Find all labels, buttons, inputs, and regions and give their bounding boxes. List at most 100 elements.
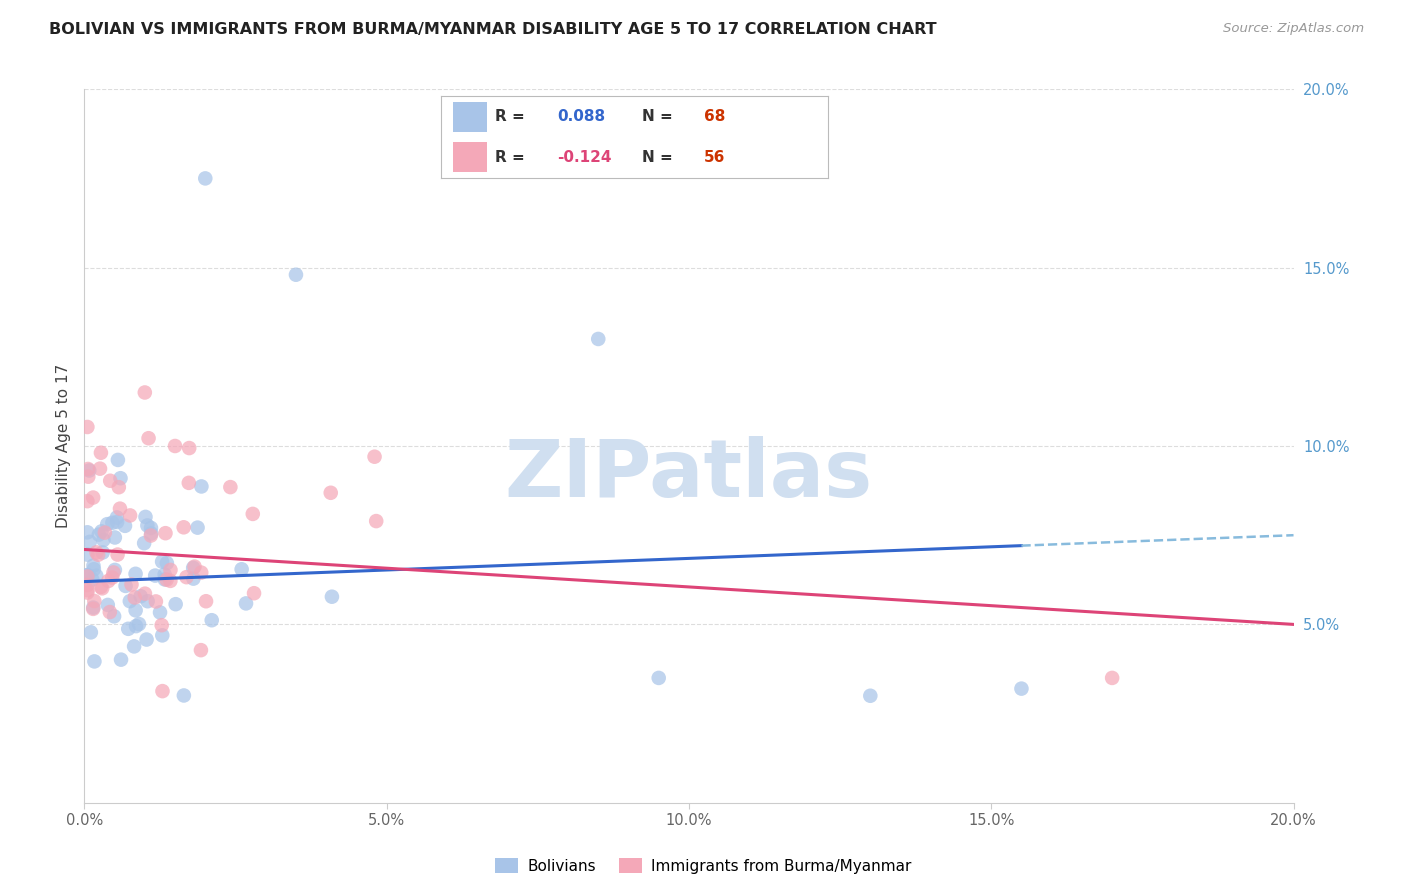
Point (79, 534, 101, 549)
Point (588, 332, 610, 346)
Point (134, 385, 156, 400)
Point (648, 671, 671, 685)
Point (150, 555, 173, 569)
Point (77, 469, 100, 483)
Point (76, 583, 98, 598)
Point (859, 689, 882, 703)
Point (93, 533, 115, 547)
Point (176, 570, 198, 584)
Point (136, 594, 159, 608)
Text: Source: ZipAtlas.com: Source: ZipAtlas.com (1223, 22, 1364, 36)
Point (366, 514, 388, 528)
Point (82, 573, 104, 587)
Point (105, 515, 128, 529)
Point (173, 520, 195, 534)
Point (190, 566, 212, 580)
Point (108, 480, 131, 494)
Point (107, 548, 129, 562)
Point (153, 573, 176, 587)
Point (124, 591, 146, 605)
Point (76, 420, 98, 434)
Point (110, 653, 132, 667)
Point (134, 587, 156, 601)
Point (156, 573, 179, 587)
Point (76, 568, 98, 582)
Point (1011, 681, 1033, 696)
Point (76, 585, 98, 599)
Point (183, 559, 205, 574)
Point (129, 589, 152, 603)
Point (104, 563, 127, 577)
Point (103, 609, 125, 624)
Point (156, 556, 179, 570)
Point (177, 475, 200, 490)
Text: ZIPatlas: ZIPatlas (505, 435, 873, 514)
Point (134, 509, 156, 524)
Point (94, 525, 117, 540)
Point (82, 600, 104, 615)
Point (149, 606, 172, 620)
Point (173, 689, 195, 703)
Point (97, 574, 120, 588)
Point (145, 594, 167, 608)
Point (76, 494, 98, 508)
Point (83, 654, 105, 668)
Point (83, 562, 105, 576)
Point (363, 450, 385, 464)
Point (98, 605, 121, 619)
Point (128, 617, 150, 632)
Point (76, 525, 98, 540)
Point (150, 618, 173, 632)
Point (121, 577, 143, 591)
Point (1101, 671, 1123, 685)
Point (101, 516, 124, 530)
Point (183, 572, 205, 586)
Point (159, 563, 181, 577)
Point (91, 545, 114, 559)
Point (82, 602, 104, 616)
Point (141, 526, 163, 541)
Point (117, 622, 139, 636)
Point (321, 590, 343, 604)
Point (110, 471, 132, 485)
Point (77, 463, 100, 477)
Point (179, 441, 201, 455)
Point (82, 558, 104, 573)
Point (190, 643, 212, 657)
Point (135, 632, 157, 647)
Point (91, 582, 114, 596)
Point (243, 586, 266, 600)
Point (76, 578, 98, 592)
Point (150, 628, 173, 642)
Point (165, 597, 187, 611)
Point (138, 431, 160, 445)
Point (82, 491, 104, 505)
Point (105, 510, 128, 524)
Point (124, 603, 146, 617)
Point (90, 580, 112, 594)
Text: BOLIVIAN VS IMMIGRANTS FROM BURMA/MYANMAR DISABILITY AGE 5 TO 17 CORRELATION CHA: BOLIVIAN VS IMMIGRANTS FROM BURMA/MYANMA… (49, 22, 936, 37)
Y-axis label: Disability Age 5 to 17: Disability Age 5 to 17 (56, 364, 72, 528)
Point (231, 562, 253, 576)
Point (87, 527, 110, 541)
Point (181, 561, 204, 575)
Point (125, 619, 148, 633)
Point (96, 517, 118, 532)
Point (97, 598, 120, 612)
Point (136, 518, 159, 533)
Point (235, 596, 257, 610)
Point (107, 453, 129, 467)
Point (285, 268, 308, 282)
Point (86, 568, 108, 582)
Point (103, 566, 125, 580)
Point (153, 567, 176, 582)
Point (195, 594, 218, 608)
Point (155, 526, 177, 541)
Point (120, 508, 142, 523)
Point (165, 439, 187, 453)
Point (76, 568, 98, 582)
Point (201, 613, 224, 627)
Point (76, 548, 98, 562)
Point (108, 501, 131, 516)
Point (122, 640, 145, 654)
